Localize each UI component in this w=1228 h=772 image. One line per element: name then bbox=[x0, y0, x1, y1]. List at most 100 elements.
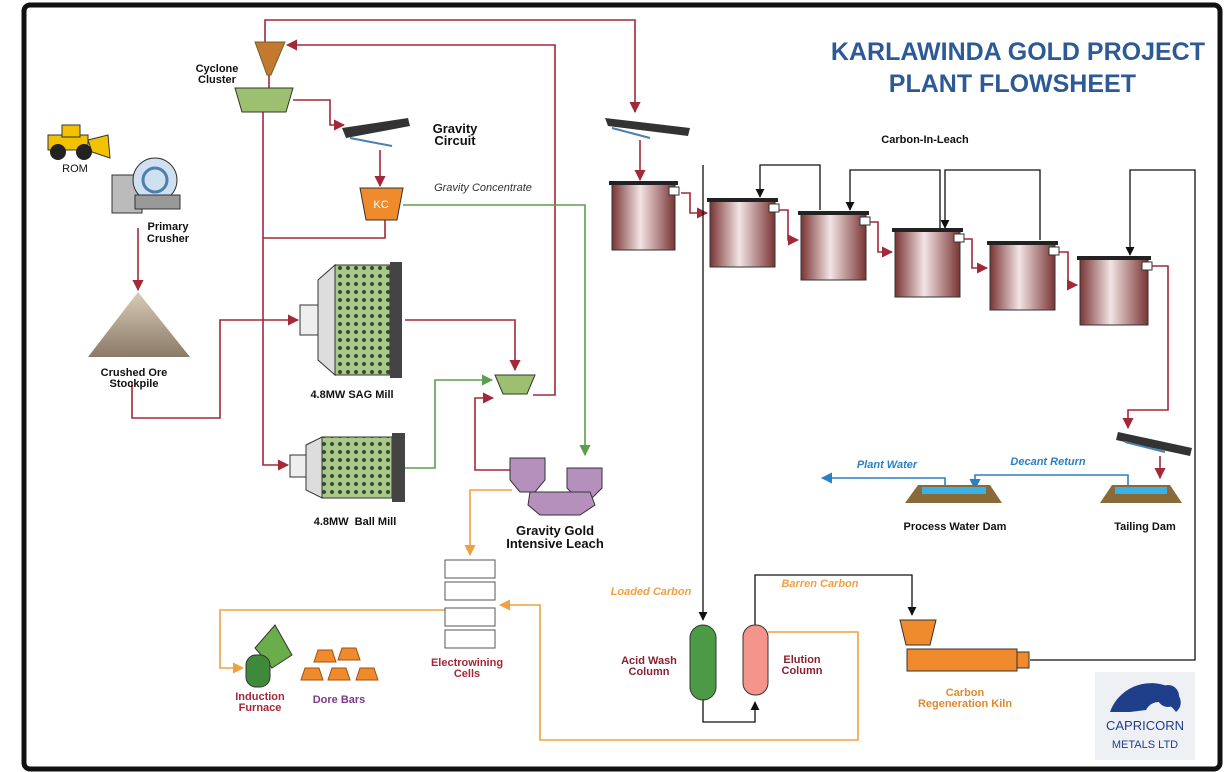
labels: Crusher bbox=[147, 233, 190, 245]
dore-bars bbox=[300, 667, 324, 681]
labels: Circuit bbox=[434, 133, 476, 148]
intensive-leach bbox=[509, 457, 603, 516]
dore-bars bbox=[313, 649, 337, 663]
dore-bars bbox=[300, 647, 379, 681]
labels: Intensive Leach bbox=[506, 536, 604, 551]
cil-tanks bbox=[987, 241, 1058, 245]
kc-concentrator bbox=[359, 187, 404, 221]
cil-tanks bbox=[798, 211, 869, 215]
electrowinning-cells bbox=[444, 559, 496, 649]
flow-lines bbox=[405, 374, 494, 469]
labels: Dore Bars bbox=[313, 694, 366, 706]
cil-tanks bbox=[707, 198, 778, 202]
flow-lines bbox=[702, 700, 760, 723]
flow-lines bbox=[1030, 169, 1196, 661]
sag-mill bbox=[390, 262, 402, 378]
flow-lines bbox=[219, 609, 445, 674]
labels: CAPRICORN bbox=[1106, 718, 1184, 733]
flow-lines bbox=[293, 99, 346, 131]
logo bbox=[1095, 672, 1195, 760]
cil-tanks bbox=[1079, 257, 1149, 326]
labels: Column bbox=[629, 666, 670, 678]
flow-lines bbox=[264, 19, 641, 114]
labels: Stockpile bbox=[110, 378, 159, 390]
cil-tanks bbox=[1077, 256, 1151, 260]
cil-tanks bbox=[894, 229, 961, 298]
flow-lines bbox=[681, 192, 709, 219]
stockpile bbox=[88, 292, 190, 357]
labels: Loaded Carbon bbox=[611, 586, 692, 598]
vibrating-screens bbox=[342, 118, 1192, 456]
vibrating-screens bbox=[349, 137, 393, 147]
labels: Plant Water bbox=[857, 459, 918, 471]
flow-lines bbox=[755, 164, 821, 210]
electrowinning-cells bbox=[444, 629, 496, 649]
primary-crusher bbox=[141, 166, 169, 194]
rom-loader bbox=[50, 144, 66, 160]
cil-tanks bbox=[609, 181, 678, 185]
electrowinning-cells bbox=[444, 559, 496, 579]
electrowinning-cells bbox=[444, 607, 496, 627]
logo bbox=[1157, 685, 1179, 707]
cil-tanks bbox=[800, 212, 867, 281]
labels: Induction bbox=[235, 691, 285, 703]
labels: Cluster bbox=[198, 74, 237, 86]
sag-mill bbox=[299, 304, 321, 336]
flow-lines bbox=[1057, 251, 1079, 291]
labels: Primary bbox=[148, 221, 190, 233]
labels: Decant Return bbox=[1010, 456, 1085, 468]
labels: Column bbox=[782, 665, 823, 677]
cil-tanks bbox=[953, 233, 965, 243]
labels: Cells bbox=[454, 668, 480, 680]
intensive-leach bbox=[527, 491, 596, 516]
labels: Electrowining bbox=[431, 657, 503, 669]
ball-mill bbox=[305, 436, 323, 499]
sag-mill bbox=[317, 263, 336, 377]
elution-column bbox=[742, 624, 769, 696]
flow-lines bbox=[403, 204, 591, 457]
flow-lines bbox=[405, 319, 521, 372]
labels: Carbon-In-Leach bbox=[881, 134, 969, 146]
labels: KC bbox=[373, 199, 388, 211]
flow-lines bbox=[868, 221, 894, 258]
ball-mill bbox=[321, 436, 393, 499]
ball-mill bbox=[289, 454, 309, 478]
vibrating-screens bbox=[611, 127, 651, 139]
labels: Crushed Ore bbox=[101, 367, 168, 379]
flow-lines bbox=[1122, 265, 1169, 430]
induction-furnace bbox=[245, 624, 293, 688]
labels: 4.8MW Ball Mill bbox=[314, 516, 397, 528]
flow-lines bbox=[263, 219, 386, 239]
sag-mill bbox=[299, 262, 402, 378]
title: KARLAWINDA GOLD PROJECT PLANT FLOWSHEET bbox=[831, 38, 1205, 98]
labels: Gravity bbox=[433, 121, 479, 136]
cil-tanks bbox=[709, 199, 776, 268]
flow-lines bbox=[131, 314, 300, 419]
flow-lines bbox=[464, 489, 512, 557]
cil-tanks bbox=[859, 216, 871, 226]
labels: Barren Carbon bbox=[781, 578, 858, 590]
screen-feed bbox=[234, 87, 294, 113]
vibrating-screens bbox=[1124, 441, 1166, 453]
vibrating-screens bbox=[342, 118, 410, 138]
cil-tanks bbox=[1048, 246, 1060, 256]
dore-bars bbox=[337, 647, 361, 661]
cil-tanks bbox=[668, 186, 680, 196]
flow-lines bbox=[969, 474, 1129, 491]
flow-lines bbox=[474, 392, 510, 471]
kiln bbox=[906, 648, 1030, 672]
labels: Process Water Dam bbox=[904, 521, 1007, 533]
ball-mill bbox=[289, 433, 405, 502]
kiln bbox=[1016, 651, 1030, 669]
labels: Gravity Concentrate bbox=[434, 182, 532, 194]
flow-lines bbox=[777, 209, 800, 246]
dore-bars bbox=[327, 667, 351, 681]
sag-mill bbox=[334, 264, 391, 376]
hopper bbox=[494, 374, 536, 395]
induction-furnace bbox=[245, 654, 271, 688]
flow-lines bbox=[131, 19, 1196, 741]
labels: ROM bbox=[62, 163, 88, 175]
cil-tanks bbox=[611, 182, 676, 251]
vibrating-screens bbox=[605, 118, 690, 136]
